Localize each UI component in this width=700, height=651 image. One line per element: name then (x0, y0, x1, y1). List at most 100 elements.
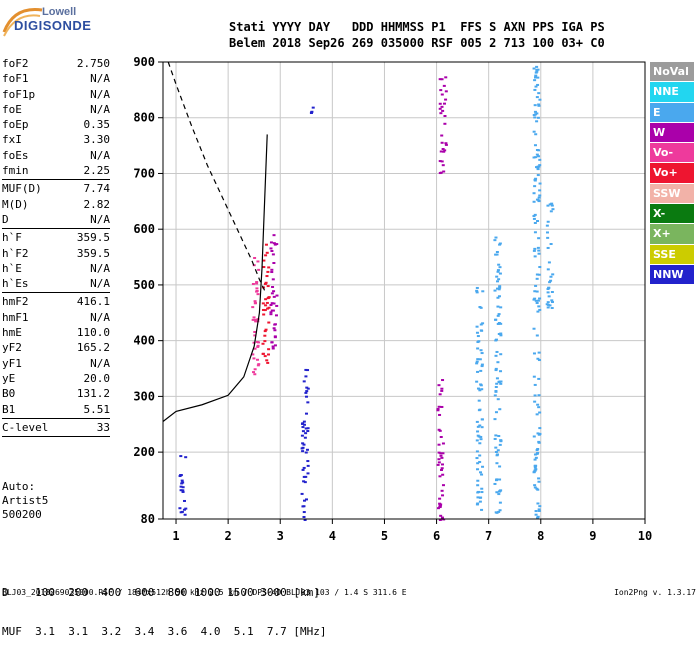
echo-point (302, 420, 306, 423)
echo-point (537, 200, 541, 203)
echo-point (440, 456, 444, 459)
echo-point (436, 463, 440, 466)
echo-point (545, 224, 549, 227)
echo-point (439, 468, 443, 471)
echo-point (537, 104, 541, 107)
echo-point (304, 391, 308, 394)
echo-point (179, 489, 183, 492)
echo-point (537, 480, 541, 483)
echo-point (267, 296, 271, 299)
echo-point (479, 323, 483, 326)
echo-point (495, 251, 499, 254)
params-divider (2, 179, 110, 181)
logo-line-1: Lowell (42, 6, 77, 18)
echo-point (493, 289, 497, 292)
echo-point (442, 170, 446, 173)
echo-point (304, 475, 308, 478)
echo-point (274, 314, 278, 317)
echo-point (251, 306, 255, 309)
echo-point (534, 510, 538, 513)
echo-point (533, 88, 537, 91)
echo-point (272, 290, 276, 293)
echo-point (179, 485, 183, 488)
echo-point (498, 242, 502, 245)
echo-point (550, 291, 554, 294)
echo-point (306, 464, 310, 467)
echo-point (537, 394, 541, 397)
echo-point (537, 477, 541, 480)
x-tick-label: 9 (589, 529, 596, 543)
echo-point (534, 456, 538, 459)
echo-point (306, 401, 310, 404)
echo-point (537, 305, 541, 308)
echo-point (535, 334, 539, 337)
echo-point (252, 341, 256, 344)
echo-point (476, 370, 480, 373)
echo-point (251, 318, 255, 321)
echo-point (494, 446, 498, 449)
param-name: foE (2, 102, 22, 116)
echo-point (302, 443, 306, 446)
y-tick-label: 900 (133, 55, 155, 69)
echo-point (532, 249, 536, 252)
echo-point (263, 330, 267, 333)
echo-point (438, 393, 442, 396)
echo-point (476, 479, 480, 482)
param-value: N/A (90, 72, 110, 86)
echo-point (440, 93, 444, 96)
echo-point (499, 382, 503, 385)
echo-point (251, 282, 255, 285)
echo-point (443, 122, 447, 125)
echo-point (305, 448, 309, 451)
echo-point (440, 78, 444, 81)
param-row: hmE 110.0 (2, 325, 110, 340)
echo-point (179, 455, 183, 458)
echo-point (532, 435, 536, 438)
echo-point (550, 204, 554, 207)
echo-point (496, 280, 500, 283)
echo-point (499, 370, 503, 373)
echo-point (440, 105, 444, 108)
echo-point (272, 302, 276, 305)
echo-point (306, 369, 310, 372)
x-tick-label: 4 (329, 529, 336, 543)
x-tick-label: 6 (433, 529, 440, 543)
echo-point (252, 371, 256, 374)
auto-version: 500200 (2, 508, 42, 521)
echo-point (476, 387, 480, 390)
param-value: 110.0 (76, 326, 110, 340)
echo-point (481, 465, 485, 468)
header-labels: Stati YYYY DAY DDD HHMMSS P1 FFS S AXN P… (229, 20, 605, 34)
echo-point (546, 220, 550, 223)
echo-point (547, 261, 551, 264)
echo-point (535, 273, 539, 276)
echo-point (533, 178, 537, 181)
echo-point (309, 111, 313, 114)
echo-point (301, 430, 305, 433)
echo-point (264, 281, 268, 284)
echo-point (253, 302, 257, 305)
echo-point (494, 339, 498, 342)
echo-point (533, 297, 537, 300)
echo-point (438, 505, 442, 508)
echo-point (494, 511, 498, 514)
echo-point (496, 398, 500, 401)
x-tick-label: 7 (485, 529, 492, 543)
echo-point (270, 271, 274, 274)
legend-item: E (650, 102, 694, 122)
polarization-legend: NoVal NNE E W Vo- Vo+ SSW X- X+ SSE NNW (650, 62, 694, 285)
echo-point (477, 399, 481, 402)
echo-point (538, 505, 542, 508)
echo-point (475, 457, 479, 460)
param-row: h`F2 359.5 (2, 246, 110, 261)
echo-point (548, 304, 552, 307)
echo-point (498, 243, 502, 246)
x-tick-label: 8 (537, 529, 544, 543)
param-value: N/A (90, 102, 110, 116)
echo-point (439, 89, 443, 92)
echo-point (533, 213, 537, 216)
echo-point (438, 172, 442, 175)
param-row: C-level 33 (2, 420, 110, 435)
param-name: C-level (2, 420, 49, 434)
echo-point (444, 76, 448, 79)
